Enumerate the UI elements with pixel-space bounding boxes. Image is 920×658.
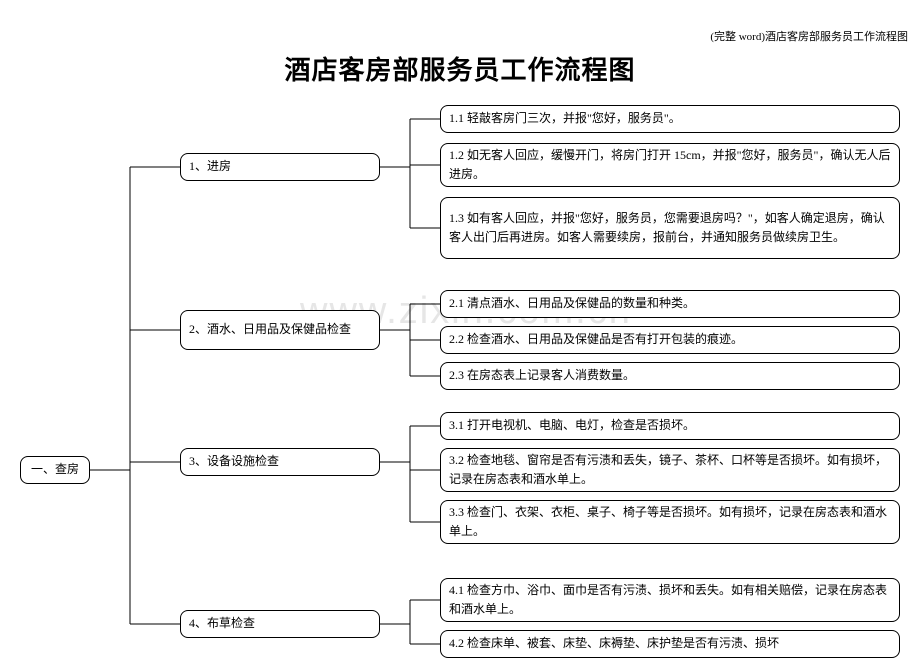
level3-1: 1.2 如无客人回应，缓慢开门，将房门打开 15cm，并报"您好，服务员"，确认… (440, 143, 900, 187)
level3-4: 2.2 检查酒水、日用品及保健品是否有打开包装的痕迹。 (440, 326, 900, 354)
level2-n2: 2、酒水、日用品及保健品检查 (180, 310, 380, 350)
level3-3: 2.1 清点酒水、日用品及保健品的数量和种类。 (440, 290, 900, 318)
level3-2: 1.3 如有客人回应，并报"您好，服务员，您需要退房吗？"，如客人确定退房，确认… (440, 197, 900, 259)
level3-7: 3.2 检查地毯、窗帘是否有污渍和丢失，镜子、茶杯、口杯等是否损坏。如有损坏，记… (440, 448, 900, 492)
level3-9: 4.1 检查方巾、浴巾、面巾是否有污渍、损坏和丢失。如有相关赔偿，记录在房态表和… (440, 578, 900, 622)
level2-n4: 4、布草检查 (180, 610, 380, 638)
level2-n3: 3、设备设施检查 (180, 448, 380, 476)
level3-6: 3.1 打开电视机、电脑、电灯，检查是否损坏。 (440, 412, 900, 440)
root-node: 一、查房 (20, 456, 90, 484)
level3-0: 1.1 轻敲客房门三次，并报"您好，服务员"。 (440, 105, 900, 133)
level3-10: 4.2 检查床单、被套、床垫、床褥垫、床护垫是否有污渍、损坏 (440, 630, 900, 658)
level3-5: 2.3 在房态表上记录客人消费数量。 (440, 362, 900, 390)
level2-n1: 1、进房 (180, 153, 380, 181)
level3-8: 3.3 检查门、衣架、衣柜、桌子、椅子等是否损坏。如有损坏，记录在房态表和酒水单… (440, 500, 900, 544)
